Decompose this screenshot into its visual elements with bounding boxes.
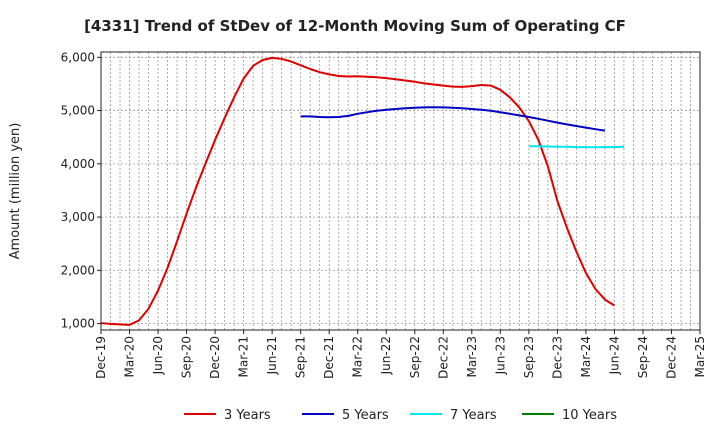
x-tick-label: Sep-21 [294,336,308,378]
x-tick-label: Dec-23 [550,336,564,379]
plot-frame [100,51,701,331]
legend-label-7-years: 7 Years [450,408,497,423]
legend-label-10-years: 10 Years [562,408,617,423]
x-tick-label: Mar-25 [693,336,707,377]
x-tick-label: Mar-22 [351,336,365,377]
x-tick-label: Jun-23 [493,336,507,375]
x-tick-label: Sep-20 [180,336,194,378]
x-tick-label: Dec-20 [208,336,222,379]
legend-label-3-years: 3 Years [224,408,271,423]
x-tick-label: Dec-24 [664,336,678,379]
x-tick-label: Dec-22 [436,336,450,379]
x-tick-label: Sep-24 [636,336,650,378]
y-tick-label: 5,000 [61,104,95,118]
y-tick-label: 1,000 [61,317,95,331]
chart-title: [4331] Trend of StDev of 12-Month Moving… [84,17,626,35]
legend-label-5-years: 5 Years [342,408,389,423]
x-tick-label: Jun-20 [151,336,165,375]
x-axis-ticks: Dec-19 Mar-20 Jun-20 Sep-20 Dec-20 Mar-21 Jun-… [94,330,707,379]
x-tick-label: Jun-22 [379,336,393,375]
y-tick-label: 3,000 [61,210,95,224]
x-tick-label: Mar-20 [123,336,137,377]
x-tick-label: Jun-24 [607,336,621,375]
y-tick-label: 4,000 [61,157,95,171]
x-tick-label: Mar-23 [465,336,479,377]
gridlines [100,52,701,330]
series-line-7-years [528,145,624,149]
series-line-3-years [100,56,615,326]
x-tick-label: Mar-24 [579,336,593,377]
x-tick-label: Sep-23 [522,336,536,378]
y-tick-label: 2,000 [61,263,95,277]
x-tick-label: Dec-21 [322,336,336,379]
series-lines [100,56,624,326]
x-tick-label: Sep-22 [408,336,422,378]
x-tick-label: Jun-21 [265,336,279,375]
x-tick-label: Mar-21 [237,336,251,377]
series-line-5-years [300,106,606,132]
legend: 3 Years 5 Years 7 Years 10 Years [184,408,617,423]
y-axis-label: Amount (million yen) [8,123,23,260]
y-axis-ticks: 1,000 2,000 3,000 4,000 5,000 6,000 [61,50,101,331]
x-tick-label: Dec-19 [94,336,108,379]
y-tick-label: 6,000 [61,50,95,64]
